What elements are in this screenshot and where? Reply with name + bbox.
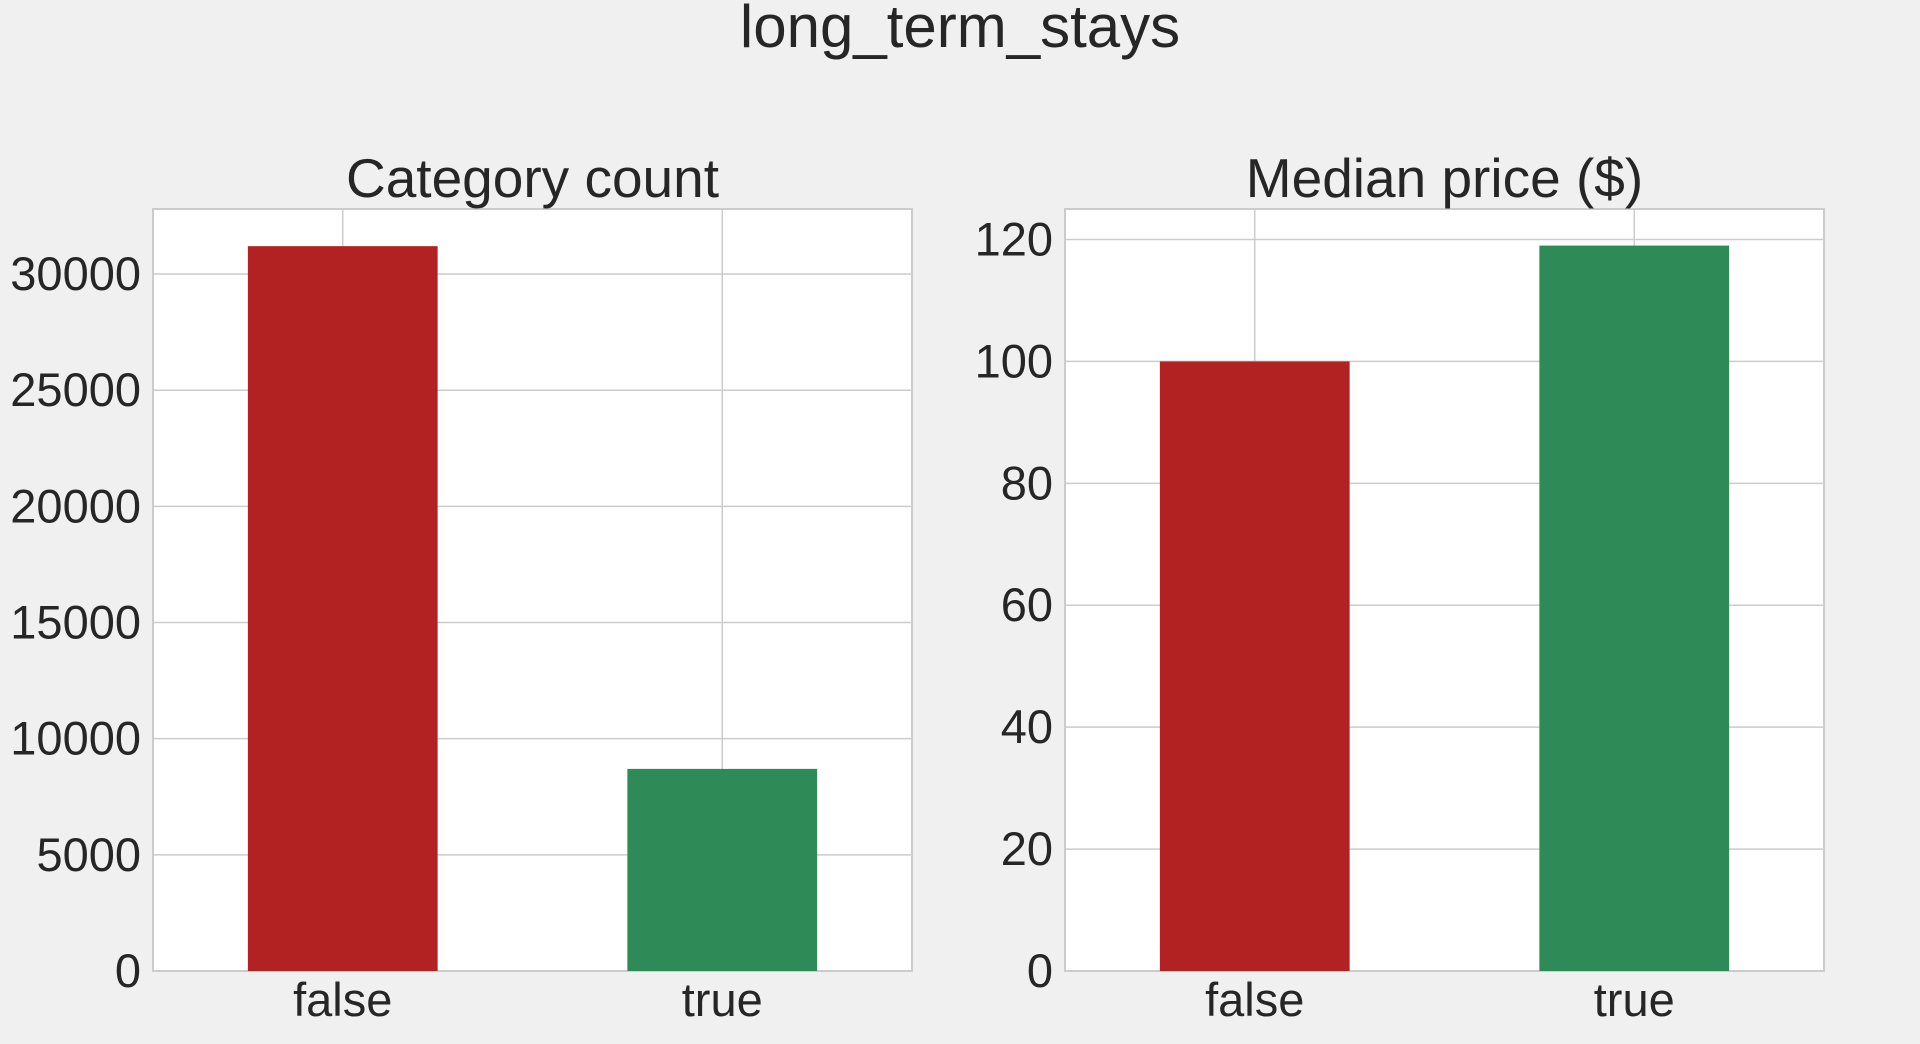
y-tick-label: 30000 xyxy=(10,247,141,300)
x-tick-label: false xyxy=(293,973,392,1026)
y-tick-label: 0 xyxy=(1027,944,1053,997)
panel-title: Category count xyxy=(346,147,719,209)
x-tick-label: true xyxy=(682,973,763,1026)
y-tick-label: 10000 xyxy=(10,712,141,765)
y-tick-label: 15000 xyxy=(10,596,141,649)
figure-title: long_term_stays xyxy=(740,0,1180,60)
bar-true xyxy=(627,768,818,971)
chart-panel-1: 0 5000 10000 15000 20000 25000 30000 false true C… xyxy=(10,147,913,1026)
y-tick-label: 120 xyxy=(975,212,1053,265)
x-tick-label: false xyxy=(1205,973,1304,1026)
y-tick-label: 25000 xyxy=(10,363,141,416)
chart-panel-2: 0 20 40 60 80 100 120 false true Median price ($) xyxy=(975,147,1825,1026)
y-tick-label: 0 xyxy=(115,944,141,997)
y-tick-label: 60 xyxy=(1001,578,1053,631)
y-tick-label: 100 xyxy=(975,334,1053,387)
y-tick-label: 5000 xyxy=(36,828,141,881)
y-tick-label: 40 xyxy=(1001,700,1053,753)
x-tick-label: true xyxy=(1594,973,1675,1026)
bar-false xyxy=(247,246,438,972)
panel-title: Median price ($) xyxy=(1246,147,1643,209)
bar-true xyxy=(1539,245,1730,972)
y-tick-label: 80 xyxy=(1001,456,1053,509)
y-tick-label: 20 xyxy=(1001,822,1053,875)
bar-false xyxy=(1159,361,1350,971)
y-tick-label: 20000 xyxy=(10,479,141,532)
